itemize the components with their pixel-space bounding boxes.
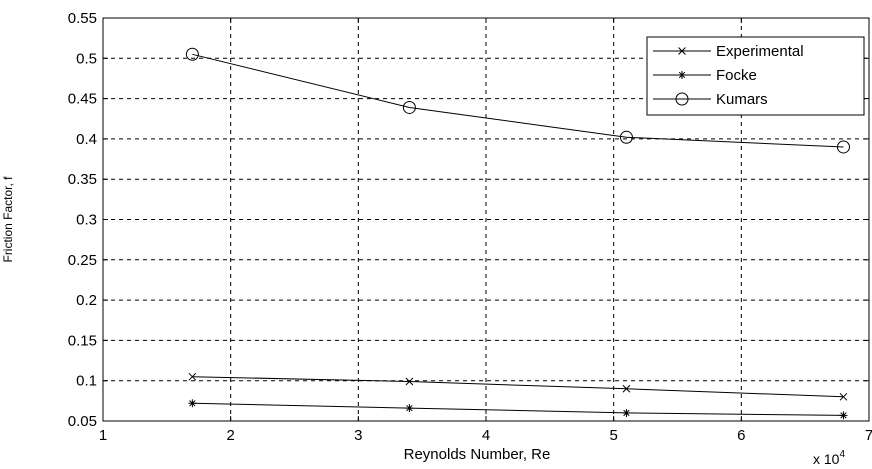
data-point-experimental bbox=[188, 372, 197, 381]
x-axis-multiplier: x 104 bbox=[813, 449, 845, 467]
x-tick-label: 4 bbox=[482, 427, 490, 444]
legend-label-kumars: Kumars bbox=[716, 91, 768, 108]
data-point-experimental bbox=[839, 392, 848, 401]
data-point-focke bbox=[622, 408, 631, 417]
series-focke bbox=[188, 399, 848, 420]
data-point-focke bbox=[839, 411, 848, 420]
grid-lines bbox=[103, 18, 869, 421]
legend: Experimental Focke Kumars bbox=[646, 36, 865, 116]
legend-label-focke: Focke bbox=[716, 67, 757, 84]
y-tick-label: 0.3 bbox=[76, 212, 97, 229]
data-point-kumars bbox=[836, 140, 850, 154]
x-tick-label: 2 bbox=[226, 427, 234, 444]
series-experimental bbox=[188, 372, 848, 401]
y-tick-label: 0.25 bbox=[68, 252, 97, 269]
data-point-experimental bbox=[622, 384, 631, 393]
axis-ticks: 1 2 3 4 5 6 7 0.05 0.1 0.15 0.2 0.25 0.3 0.35 0.4 0.45 0… bbox=[68, 10, 872, 444]
y-tick-label: 0.15 bbox=[68, 332, 97, 349]
data-point-focke bbox=[405, 404, 414, 413]
y-tick-label: 0.05 bbox=[68, 413, 97, 430]
y-tick-label: 0.4 bbox=[76, 131, 97, 148]
x-tick-label: 6 bbox=[737, 427, 745, 444]
legend-label-experimental: Experimental bbox=[716, 43, 804, 60]
x-multiplier-exponent: 4 bbox=[839, 449, 845, 460]
series-line-kumars bbox=[192, 53, 844, 148]
legend-marker-kumars bbox=[675, 92, 689, 106]
y-tick-label: 0.5 bbox=[76, 50, 97, 67]
legend-marker-experimental bbox=[678, 47, 686, 55]
x-tick-label: 3 bbox=[354, 427, 362, 444]
x-multiplier-base: x 10 bbox=[813, 451, 840, 467]
series-line-focke bbox=[192, 402, 844, 416]
y-tick-label: 0.55 bbox=[68, 10, 97, 27]
y-tick-label: 0.1 bbox=[76, 373, 97, 390]
series-kumars bbox=[185, 47, 850, 154]
y-axis-title: Friction Factor, f bbox=[1, 176, 15, 263]
x-axis-title: Reynolds Number, Re bbox=[404, 446, 551, 463]
series-line-experimental bbox=[192, 376, 844, 398]
data-point-kumars bbox=[402, 100, 416, 114]
x-tick-label: 1 bbox=[99, 427, 107, 444]
series-layer bbox=[185, 47, 850, 420]
x-tick-label: 7 bbox=[865, 427, 872, 444]
legend-marker-focke bbox=[678, 71, 686, 79]
data-point-kumars bbox=[185, 47, 199, 61]
x-tick-label: 5 bbox=[609, 427, 617, 444]
y-tick-label: 0.35 bbox=[68, 171, 97, 188]
y-tick-label: 0.45 bbox=[68, 91, 97, 108]
y-tick-label: 0.2 bbox=[76, 292, 97, 309]
data-point-kumars bbox=[619, 130, 633, 144]
data-point-experimental bbox=[405, 377, 414, 386]
data-point-focke bbox=[188, 399, 197, 408]
